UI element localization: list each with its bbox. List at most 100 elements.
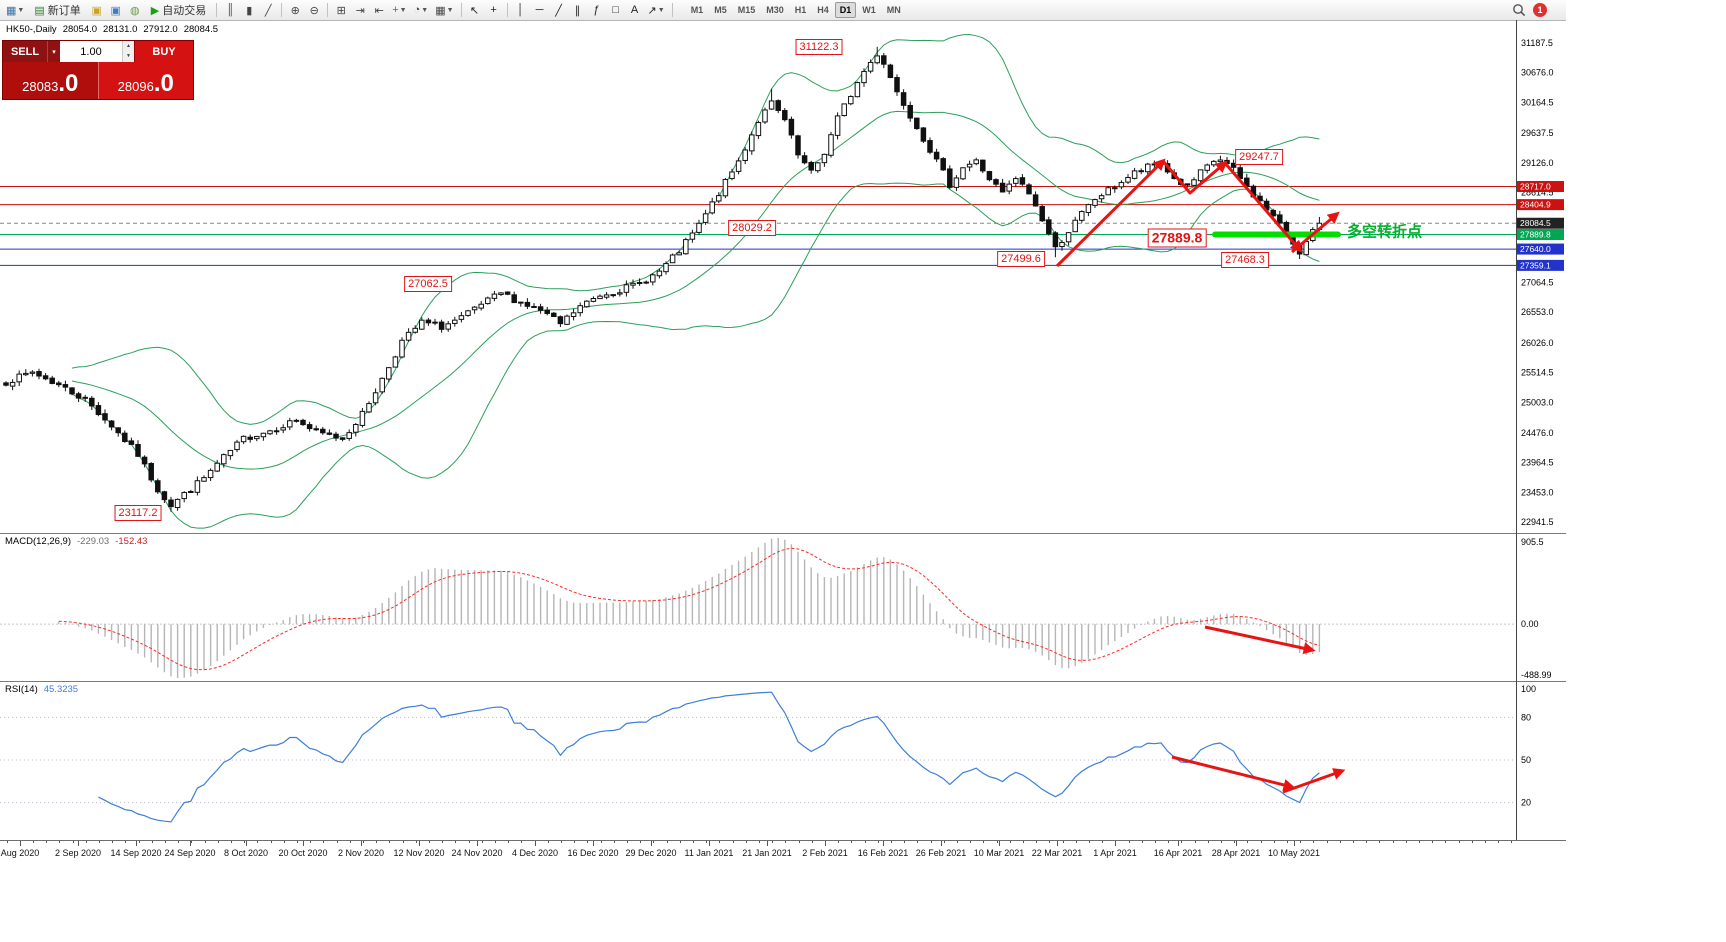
- price-badge: [1517, 181, 1564, 193]
- timeframe-h4-button[interactable]: H4: [817, 5, 829, 15]
- templates-button[interactable]: ▦ ▼: [432, 2, 456, 19]
- price-annotation-label[interactable]: 31122.3: [795, 39, 843, 55]
- candlestick-chart-button[interactable]: ▮: [240, 2, 258, 19]
- date-label: 11 Jan 2021: [684, 848, 734, 858]
- auto-scroll-icon: ⇥: [355, 4, 365, 17]
- axis-label: 24476.0: [1521, 428, 1554, 438]
- minor-tick: [679, 841, 681, 843]
- zoom-out-button[interactable]: ⊖: [305, 2, 323, 19]
- zoom-in-button[interactable]: ⊕: [286, 2, 304, 19]
- axis-label: 30676.0: [1521, 68, 1554, 78]
- trend-arrow[interactable]: [1161, 160, 1228, 195]
- minor-tick: [970, 841, 972, 843]
- sell-button[interactable]: SELL: [3, 41, 47, 62]
- low-value: 27912.0: [143, 24, 178, 35]
- timeframe-m30-button[interactable]: M30: [766, 5, 784, 15]
- date-label: 29 Dec 2020: [625, 848, 677, 858]
- candle-body: [69, 387, 75, 395]
- turning-point-text-label[interactable]: 多空转折点: [1347, 223, 1423, 241]
- profiles-button[interactable]: ▣: [107, 2, 125, 19]
- sell-price[interactable]: 28083 .0: [3, 62, 98, 99]
- timeframe-m15-button[interactable]: M15: [737, 5, 756, 15]
- price-annotation-label[interactable]: 27499.6: [997, 251, 1045, 267]
- buy-button[interactable]: BUY: [134, 41, 193, 62]
- candle-body: [29, 371, 36, 374]
- minor-tick: [1432, 841, 1434, 843]
- price-annotation-label[interactable]: 27468.3: [1221, 252, 1269, 268]
- candle-body: [511, 294, 517, 304]
- trend-arrow[interactable]: [1204, 625, 1316, 655]
- candle-body: [689, 232, 696, 240]
- minor-tick: [415, 841, 417, 843]
- shapes-button[interactable]: □: [607, 2, 625, 19]
- timeframe-mn-button[interactable]: MN: [886, 5, 901, 15]
- buy-price[interactable]: 28096 .0: [97, 62, 193, 99]
- sell-dropdown-button[interactable]: ▾: [47, 41, 60, 62]
- autotrading-button[interactable]: ▶ 自动交易: [145, 2, 212, 19]
- fibonacci-button[interactable]: ƒ: [588, 2, 606, 19]
- trend-arrow[interactable]: [1291, 211, 1340, 254]
- horizontal-line-button[interactable]: ─: [531, 2, 549, 19]
- chart-shift-button[interactable]: ⇤: [370, 2, 388, 19]
- candle-body: [293, 419, 300, 422]
- macd-main-value: -229.03: [77, 536, 110, 547]
- price-annotation-label[interactable]: 27062.5: [404, 276, 452, 292]
- chart-window-button[interactable]: ▦ ▼: [3, 2, 27, 19]
- arrows-tool-button[interactable]: ↗ ▼: [645, 2, 668, 19]
- candle-body: [346, 432, 352, 439]
- timeframe-m5-button[interactable]: M5: [714, 5, 727, 15]
- minor-tick: [851, 841, 853, 843]
- price-annotation-label[interactable]: 28029.2: [728, 220, 776, 236]
- candle-body: [1270, 209, 1276, 217]
- price-annotation-label[interactable]: 23117.2: [114, 505, 162, 521]
- indicators-button[interactable]: + ▼: [389, 2, 409, 19]
- candle-body: [1059, 241, 1065, 248]
- search-icon[interactable]: [1512, 3, 1526, 17]
- trend-arrow[interactable]: [1055, 158, 1166, 268]
- volume-input[interactable]: [60, 41, 122, 62]
- volume-increase-button[interactable]: ▲: [126, 42, 131, 49]
- minor-tick: [561, 841, 562, 843]
- timeframe-w1-button[interactable]: W1: [862, 5, 876, 15]
- volume-decrease-button[interactable]: ▼: [126, 53, 131, 60]
- auto-scroll-button[interactable]: ⇥: [351, 2, 369, 19]
- bar-chart-button[interactable]: ║: [221, 2, 239, 19]
- cursor-button[interactable]: ↖: [466, 2, 484, 19]
- candle-body: [768, 100, 775, 110]
- price-chart-canvas[interactable]: 31187.5 30676.0 30164.5 29637.5 29126.0 28614…: [0, 20, 1566, 533]
- time-axis[interactable]: Aug 2020 2 Sep 2020 14 Sep 2020 24 Sep 2020…: [0, 840, 1566, 862]
- timeframe-d1-button[interactable]: D1: [834, 2, 857, 18]
- candle-body: [1277, 214, 1283, 224]
- zoom-out-icon: ⊖: [309, 4, 319, 17]
- trend-arrow[interactable]: [1171, 755, 1296, 791]
- line-chart-button[interactable]: ╱: [259, 2, 277, 19]
- text-label-button[interactable]: A: [626, 2, 644, 19]
- vertical-line-button[interactable]: │: [512, 2, 530, 19]
- template-folder-button[interactable]: ▣: [88, 2, 106, 19]
- rsi-panel-canvas[interactable]: 100 80 50 20: [0, 681, 1566, 840]
- price-annotation-label[interactable]: 27889.8: [1147, 228, 1207, 248]
- channel-button[interactable]: ∥: [569, 2, 587, 19]
- new-order-button[interactable]: ▤ 新订单: [28, 2, 86, 19]
- candle-body: [419, 319, 425, 330]
- trendline-button[interactable]: ╱: [550, 2, 568, 19]
- periods-button[interactable]: ◔ ▼: [411, 2, 432, 19]
- candlestick-icon: ▮: [246, 4, 253, 17]
- timeframe-m1-button[interactable]: M1: [690, 5, 704, 15]
- price-annotation-label[interactable]: 29247.7: [1235, 149, 1283, 165]
- minor-tick: [1458, 841, 1460, 843]
- timeframe-h1-button[interactable]: H1: [794, 5, 807, 15]
- trend-arrow[interactable]: [1223, 162, 1303, 253]
- close-value: 28084.5: [183, 24, 219, 35]
- candle-body: [669, 254, 676, 264]
- candle-body: [927, 140, 933, 153]
- tile-windows-button[interactable]: ⊞: [332, 2, 350, 19]
- data-window-button[interactable]: ◍: [126, 2, 144, 19]
- minor-tick: [429, 841, 430, 843]
- trend-arrow[interactable]: [1282, 768, 1346, 794]
- notifications-badge[interactable]: 1: [1533, 3, 1547, 17]
- macd-panel-canvas[interactable]: 905.5 0.00 -488.99: [0, 533, 1566, 681]
- minor-tick: [85, 841, 87, 843]
- crosshair-button[interactable]: +: [485, 2, 503, 19]
- axis-label: 26553.0: [1521, 307, 1554, 317]
